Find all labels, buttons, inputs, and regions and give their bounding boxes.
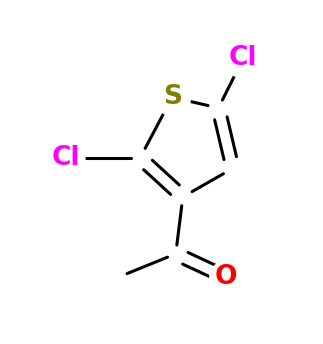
Text: Cl: Cl xyxy=(51,145,80,171)
Text: S: S xyxy=(163,84,182,110)
Text: O: O xyxy=(214,264,237,290)
Text: Cl: Cl xyxy=(229,45,257,71)
